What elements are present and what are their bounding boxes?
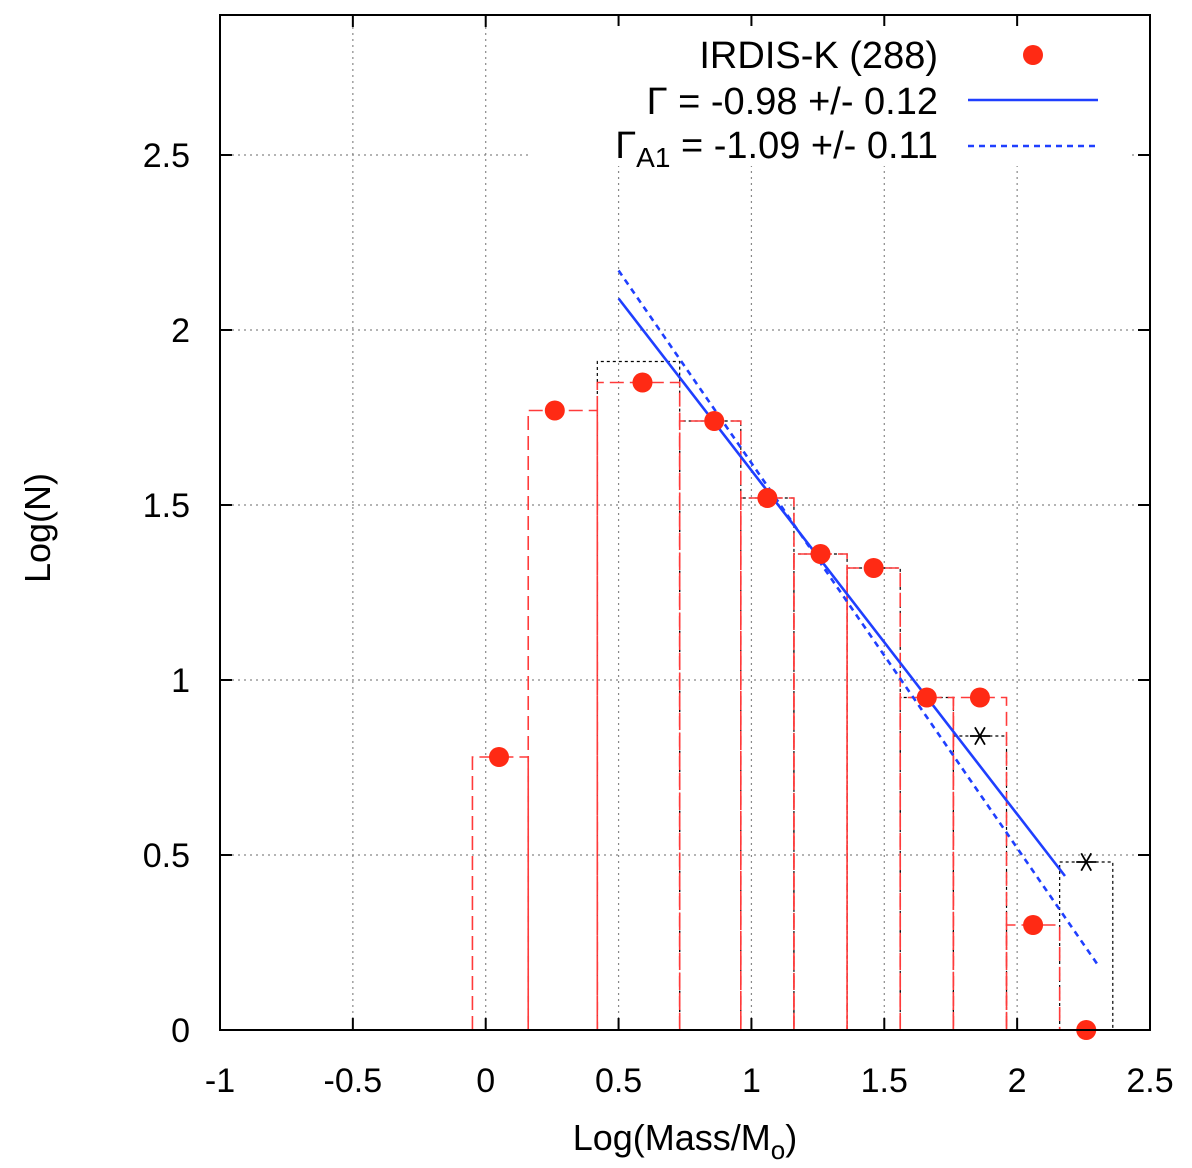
data-point bbox=[969, 687, 990, 708]
legend-gamma-symbol: Γ bbox=[647, 81, 668, 123]
data-point bbox=[863, 558, 884, 578]
histograms bbox=[471, 360, 1114, 1030]
histogram-bin-red bbox=[471, 756, 530, 1030]
asterisk-stroke bbox=[974, 726, 986, 746]
histogram-bin-black bbox=[846, 567, 901, 1030]
data-point bbox=[544, 400, 565, 421]
histogram-bin-red bbox=[793, 553, 848, 1030]
fit-line-solid bbox=[617, 297, 1066, 877]
y-tick-label: 0.5 bbox=[143, 837, 190, 875]
x-tick-label: -0.5 bbox=[324, 1062, 383, 1100]
x-tick-label: 2 bbox=[1008, 1062, 1027, 1100]
data-points bbox=[489, 372, 1097, 1040]
histogram-bin-red bbox=[527, 409, 599, 1030]
x-tick-label: 0 bbox=[476, 1062, 495, 1100]
histogram-bin-black bbox=[952, 735, 1008, 1030]
data-point bbox=[489, 747, 509, 767]
legend-marker-points bbox=[1023, 45, 1043, 65]
histogram-bin-black bbox=[679, 420, 742, 1030]
fit-line-dashed bbox=[617, 269, 1098, 965]
x-tick-label: 1.5 bbox=[861, 1062, 908, 1100]
axis-ticks: -1 -0.5 0 0.5 1 1.5 2 2.5 0 0.5 1 1.5 2 2.5 bbox=[143, 15, 1174, 1100]
histogram-bin-red bbox=[740, 497, 795, 1030]
y-tick-label: 0 bbox=[171, 1012, 190, 1050]
legend-gamma-a1-symbol: Γ bbox=[615, 125, 636, 167]
legend-fit-value: = -0.98 +/- 0.12 bbox=[668, 81, 938, 123]
data-point bbox=[1023, 915, 1044, 935]
plot-frame bbox=[219, 14, 1151, 1031]
x-axis-label-end: ) bbox=[785, 1117, 797, 1158]
data-point bbox=[810, 544, 831, 564]
histogram-bin-black bbox=[740, 497, 795, 1030]
histogram-bin-red bbox=[952, 696, 1008, 1030]
x-axis-label-main: Log(Mass/M bbox=[573, 1117, 771, 1158]
histogram-bin-black bbox=[793, 553, 848, 1030]
histogram-bin-red bbox=[899, 696, 955, 1030]
data-point bbox=[704, 411, 725, 431]
x-tick-label: 1 bbox=[742, 1062, 761, 1100]
histogram-bin-red bbox=[846, 567, 902, 1030]
legend-fit-a1-value: = -1.09 +/- 0.11 bbox=[670, 125, 938, 167]
data-point bbox=[632, 372, 653, 393]
legend-label-fit: Γ = -0.98 +/- 0.12 bbox=[647, 81, 938, 123]
grid-lines bbox=[220, 15, 1150, 1030]
legend: IRDIS-K (288) Γ = -0.98 +/- 0.12 ΓA1 = -… bbox=[530, 26, 1130, 173]
histogram-bin-red bbox=[1005, 924, 1061, 1030]
x-tick-label: 2.5 bbox=[1126, 1062, 1173, 1100]
fit-lines bbox=[617, 269, 1098, 965]
histogram-bin-black bbox=[1059, 861, 1114, 1030]
y-axis-label: Log(N) bbox=[17, 473, 58, 583]
histogram-bin-red bbox=[678, 420, 742, 1030]
legend-label-points: IRDIS-K (288) bbox=[699, 35, 938, 77]
data-point bbox=[916, 687, 937, 708]
legend-gamma-a1-subscript: A1 bbox=[636, 142, 670, 173]
asterisk-stroke bbox=[1080, 852, 1093, 872]
asterisk-marker bbox=[969, 726, 990, 746]
x-axis-label-subscript: o bbox=[771, 1135, 785, 1165]
x-axis-label: Log(Mass/Mo) bbox=[573, 1117, 798, 1165]
legend-label-fit-a1: ΓA1 = -1.09 +/- 0.11 bbox=[615, 125, 938, 173]
asterisk-marker bbox=[1076, 852, 1097, 872]
x-tick-label: -1 bbox=[205, 1062, 235, 1100]
data-point bbox=[757, 488, 778, 508]
histogram-bin-black bbox=[596, 360, 681, 1030]
histogram-bin-black bbox=[899, 696, 954, 1030]
x-tick-label: 0.5 bbox=[595, 1062, 642, 1100]
y-tick-label: 1 bbox=[171, 662, 190, 700]
y-tick-label: 1.5 bbox=[143, 487, 190, 525]
y-tick-label: 2.5 bbox=[143, 137, 190, 175]
y-tick-label: 2 bbox=[171, 312, 190, 350]
histogram-bin-red bbox=[596, 381, 681, 1030]
